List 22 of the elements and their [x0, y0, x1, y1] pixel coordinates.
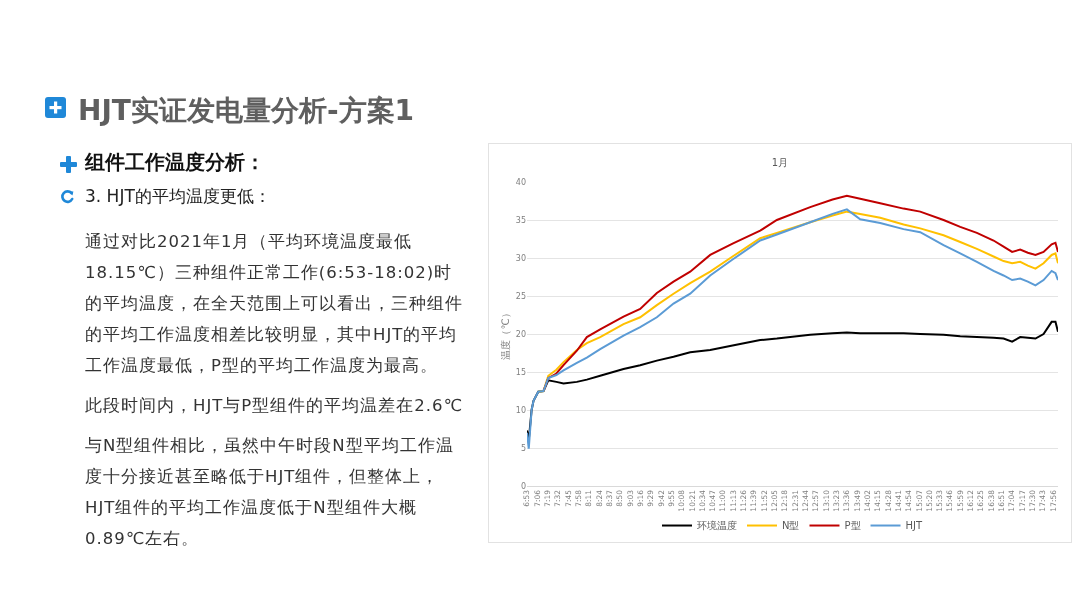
text: 与N型组件相比，虽然中午时段N型平均工作温度十分接近甚至略低于HJT组件，但整体上，HJT组件的平均工作温度低于N型组件大概0.89℃左右。 [85, 435, 455, 550]
text: HJT实证发电量分析-方案1 [78, 93, 415, 129]
y-tick-label: 0 [520, 481, 526, 491]
y-tick-label: 25 [515, 291, 526, 301]
y-tick-label: 10 [515, 405, 526, 415]
text: 通过对比2021年1月（平均环境温度最低18.15℃）三种组件正常工作(6:53-18:02)时的平均温度，在全天范围上可以看出，三种组件的平均工作温度相差比较明显，其中HJT的平均工作温度最低，P型的平均工作温度为最高。 [85, 231, 464, 377]
text: 组件工作温度分析： [85, 149, 265, 176]
legend-label: N型 [782, 520, 800, 532]
y-tick-label: 5 [520, 443, 526, 453]
y-axis-title: 温度（℃） [499, 308, 511, 360]
text: 此段时间内，HJT与P型组件的平均温差在2.6℃ [85, 395, 465, 417]
y-tick-label: 20 [515, 329, 526, 339]
legend-label: P型 [844, 520, 861, 532]
y-tick-label: 35 [515, 215, 526, 225]
y-tick-label: 15 [515, 367, 526, 377]
line-series [527, 208, 1058, 450]
y-tick-label: 30 [515, 253, 526, 263]
text: 3. HJT的平均温度更低： [85, 185, 271, 208]
legend-label: HJT [905, 520, 923, 532]
chart-title: 1月 [771, 156, 789, 168]
legend-label: 环境温度 [697, 520, 737, 532]
y-tick-label: 40 [515, 177, 526, 187]
